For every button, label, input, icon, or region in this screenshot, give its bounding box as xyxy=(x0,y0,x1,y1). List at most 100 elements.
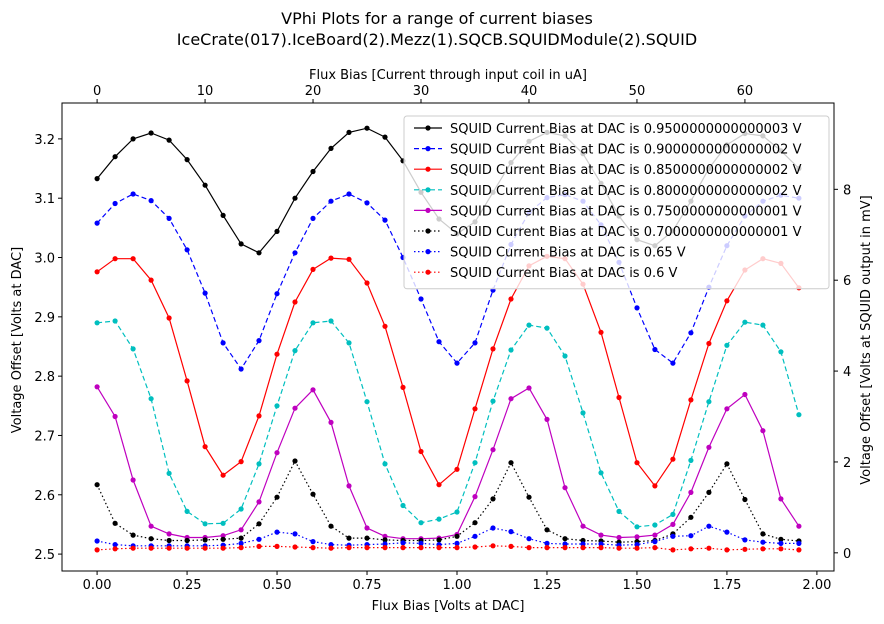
data-point xyxy=(436,516,442,522)
data-point xyxy=(436,482,442,488)
data-point xyxy=(634,305,640,311)
data-point xyxy=(454,545,460,551)
data-point xyxy=(364,280,370,286)
data-point xyxy=(760,546,766,552)
data-point xyxy=(292,544,298,550)
data-point xyxy=(688,514,694,520)
right-y-axis-label: Voltage Offset [Volts at SQUID output in… xyxy=(859,195,874,484)
data-point xyxy=(256,499,262,505)
data-point xyxy=(292,195,298,201)
data-point xyxy=(760,322,766,328)
ticks-layer: 0.00 0.25 0.50 0.75 1.00 1.25 1.50 1.75 2.00 2.5 2… xyxy=(34,84,851,593)
data-point xyxy=(400,540,406,546)
data-point xyxy=(706,545,712,551)
data-point xyxy=(184,378,190,384)
data-point xyxy=(634,545,640,551)
data-point xyxy=(796,412,802,418)
top-x-tick-label: 0 xyxy=(93,84,101,99)
data-point xyxy=(382,461,388,467)
data-point xyxy=(508,543,514,550)
data-point xyxy=(112,200,118,207)
data-point xyxy=(364,125,370,131)
data-point xyxy=(166,545,172,551)
series-3 xyxy=(94,318,802,530)
data-point xyxy=(688,330,694,336)
data-point xyxy=(130,191,136,197)
data-point xyxy=(508,296,514,302)
data-point xyxy=(760,428,766,434)
data-point xyxy=(382,323,388,329)
x-axis-label: Flux Bias [Volts at DAC] xyxy=(372,599,525,614)
data-point xyxy=(490,346,496,352)
plot-frame xyxy=(61,102,835,572)
data-point xyxy=(616,508,622,514)
data-point xyxy=(670,547,676,553)
data-point xyxy=(634,542,640,548)
top-x-tick-label: 20 xyxy=(305,84,322,99)
top-x-tick-label: 40 xyxy=(521,84,538,99)
data-point xyxy=(220,340,226,346)
data-point xyxy=(400,502,406,509)
data-point xyxy=(238,540,244,547)
data-point xyxy=(724,547,730,553)
data-point xyxy=(310,168,316,175)
legend: SQUID Current Bias at DAC is 0.950000000… xyxy=(403,115,830,290)
data-point xyxy=(652,545,658,551)
x-tick-label: 0.50 xyxy=(263,578,292,593)
data-point xyxy=(346,129,352,135)
data-point xyxy=(760,539,766,545)
data-point xyxy=(130,545,136,551)
data-point xyxy=(238,241,244,247)
legend-marker xyxy=(425,166,431,172)
top-x-tick-label: 10 xyxy=(197,84,214,99)
data-point xyxy=(472,406,478,412)
data-point xyxy=(418,540,424,547)
data-point xyxy=(220,545,226,551)
data-point xyxy=(634,524,640,530)
data-point xyxy=(454,466,460,472)
data-point xyxy=(94,320,100,326)
data-point xyxy=(220,520,226,526)
y-tick-label: 3.1 xyxy=(34,192,55,207)
data-point xyxy=(742,319,748,325)
y-tick-label: 3.2 xyxy=(34,133,55,148)
data-point xyxy=(598,329,604,335)
data-point xyxy=(112,256,118,262)
right-y-tick-label: 6 xyxy=(843,274,851,289)
data-point xyxy=(364,545,370,551)
data-point xyxy=(652,346,658,353)
top-x-tick-label: 30 xyxy=(413,84,430,99)
data-point xyxy=(490,525,496,531)
legend-box xyxy=(403,115,830,290)
series-line-4 xyxy=(96,386,800,540)
data-point xyxy=(346,483,352,489)
data-point xyxy=(238,506,244,512)
data-point xyxy=(580,541,586,547)
data-point xyxy=(526,536,532,542)
y-tick-label: 2.9 xyxy=(34,311,55,326)
data-point xyxy=(454,533,460,539)
data-point xyxy=(274,228,280,234)
data-point xyxy=(724,406,730,412)
data-point xyxy=(94,269,100,275)
data-point xyxy=(112,318,118,324)
right-y-tick-label: 2 xyxy=(843,456,851,471)
data-point xyxy=(310,491,316,497)
legend-label: SQUID Current Bias at DAC is 0.750000000… xyxy=(450,204,802,219)
y-tick-label: 2.5 xyxy=(34,548,55,563)
data-point xyxy=(652,539,658,545)
data-point xyxy=(454,509,460,515)
top-x-tick-label: 60 xyxy=(737,84,754,99)
data-point xyxy=(364,200,370,206)
data-point xyxy=(598,470,604,476)
data-point xyxy=(148,396,154,402)
data-point xyxy=(670,533,676,539)
data-point xyxy=(616,394,622,401)
data-point xyxy=(742,537,748,543)
data-point xyxy=(112,546,118,552)
data-point xyxy=(544,540,550,547)
data-point xyxy=(562,541,568,547)
data-point xyxy=(418,296,424,302)
data-point xyxy=(166,315,172,321)
